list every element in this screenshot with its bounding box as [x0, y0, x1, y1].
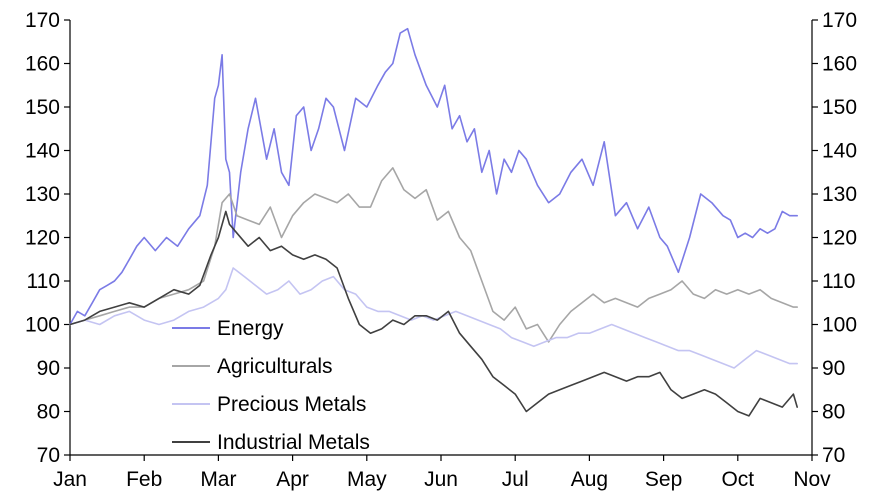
y-tick-label-left: 110: [27, 270, 60, 293]
x-tick-label: Jun: [424, 468, 458, 491]
legend-label-industrial-metals: Industrial Metals: [217, 431, 370, 454]
x-tick-label: Mar: [200, 468, 236, 491]
x-tick-label: Apr: [276, 468, 309, 491]
x-tick-label: Nov: [793, 468, 831, 491]
y-tick-label-right: 170: [822, 9, 857, 32]
y-tick-label-right: 100: [822, 314, 857, 337]
y-tick-label-right: 130: [822, 183, 857, 206]
x-tick-label: Jan: [53, 468, 87, 491]
y-tick-label-right: 70: [822, 444, 845, 467]
y-tick-label-right: 160: [822, 53, 857, 76]
y-tick-label-right: 120: [822, 227, 857, 250]
y-tick-label-left: 70: [37, 444, 60, 467]
x-tick-label: Feb: [126, 468, 162, 491]
y-tick-label-right: 150: [822, 96, 857, 119]
y-tick-label-left: 140: [25, 140, 60, 163]
y-tick-label-right: 110: [822, 270, 855, 293]
legend-label-precious-metals: Precious Metals: [217, 393, 366, 416]
y-tick-label-left: 80: [37, 401, 60, 424]
series-line-energy: [69, 27, 799, 326]
x-tick-label: Oct: [721, 468, 754, 491]
x-tick-label: Sep: [645, 468, 682, 491]
axes: 70 70 80 80 90 90 100 100 110 110 120 120 130 130 140 1…: [25, 9, 857, 491]
series-line-agriculturals: [69, 167, 799, 343]
series-lines: [69, 27, 799, 417]
y-tick-label-left: 90: [37, 357, 60, 380]
y-tick-label-left: 150: [25, 96, 60, 119]
legend: Energy Agriculturals Precious Metals Indust…: [172, 317, 370, 454]
x-tick-label: Jul: [502, 468, 529, 491]
y-tick-label-right: 80: [822, 401, 845, 424]
y-tick-label-left: 130: [25, 183, 60, 206]
legend-label-energy: Energy: [217, 317, 284, 340]
y-tick-label-right: 90: [822, 357, 845, 380]
series-line-industrial-metals: [69, 210, 799, 417]
y-tick-label-left: 170: [25, 9, 60, 32]
y-tick-label-left: 120: [25, 227, 60, 250]
x-tick-label: Aug: [571, 468, 608, 491]
x-tick-label: May: [347, 468, 387, 491]
legend-label-agriculturals: Agriculturals: [217, 355, 333, 378]
y-tick-label-left: 160: [25, 53, 60, 76]
y-tick-label-right: 140: [822, 140, 857, 163]
y-tick-label-left: 100: [25, 314, 60, 337]
